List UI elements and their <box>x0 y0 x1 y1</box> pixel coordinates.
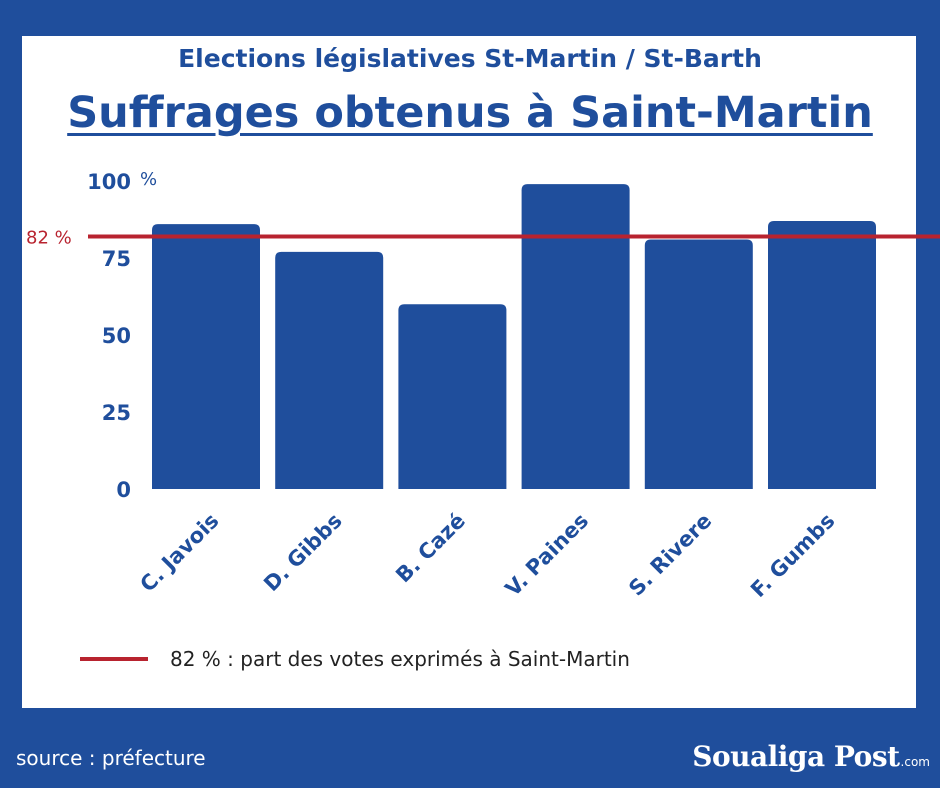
x-tick-label: D. Gibbs <box>259 509 346 596</box>
soualiga-post-logo[interactable]: Soualiga Post .com <box>692 740 930 773</box>
y-tick-label: 75 <box>102 247 131 271</box>
y-tick-label: 50 <box>102 324 131 348</box>
legend-swatch <box>80 657 148 661</box>
bar <box>275 251 384 489</box>
bars <box>152 184 876 490</box>
y-tick-label: 0 <box>116 478 131 502</box>
reference-line-label: 82 % <box>26 227 72 248</box>
chart-headline: Elections législatives St-Martin / St-Ba… <box>178 44 762 73</box>
x-tick-label: S. Rivere <box>624 509 716 601</box>
y-tick-label: 100 <box>87 170 131 194</box>
bar <box>152 224 260 489</box>
bar-chart: 0 25 50 75 100 % C. Javois D. Gibbs B. Cazé V. … <box>26 169 940 602</box>
legend-text: 82 % : part des votes exprimés à Saint-M… <box>170 647 630 671</box>
bar <box>521 184 630 489</box>
x-axis: C. Javois D. Gibbs B. Cazé V. Paines S. Rive… <box>136 509 840 602</box>
source-note: source : préfecture <box>16 746 206 770</box>
bar <box>644 239 753 489</box>
x-tick-label: V. Paines <box>501 509 593 601</box>
y-axis: 0 25 50 75 100 <box>87 170 131 502</box>
bar <box>398 304 507 489</box>
x-tick-label: B. Cazé <box>391 509 470 588</box>
x-tick-label: F. Gumbs <box>746 509 839 602</box>
x-tick-label: C. Javois <box>136 509 224 597</box>
y-axis-unit: % <box>140 169 157 190</box>
logo-suffix: .com <box>900 755 930 769</box>
bar <box>768 221 876 490</box>
chart-title: Suffrages obtenus à Saint-Martin <box>67 88 873 138</box>
logo-name: Soualiga Post <box>692 740 900 773</box>
y-tick-label: 25 <box>102 401 131 425</box>
legend: 82 % : part des votes exprimés à Saint-M… <box>80 644 630 674</box>
